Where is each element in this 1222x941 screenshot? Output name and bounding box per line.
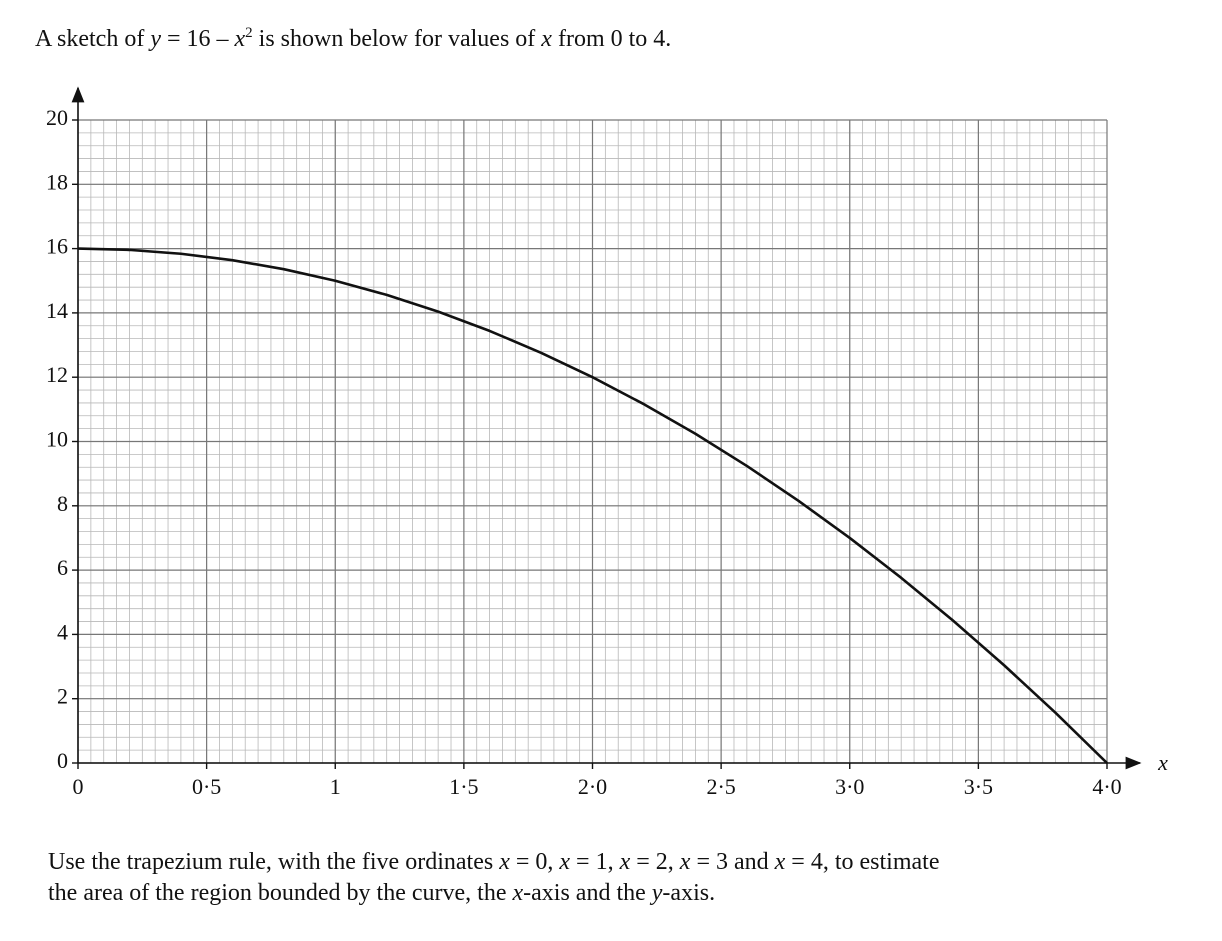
y-tick-label: 16: [46, 234, 68, 259]
x-tick-label: 0: [73, 774, 84, 799]
x-tick-label: 3·5: [964, 774, 993, 799]
curve: [77, 247, 1108, 764]
x-tick-label: 4·0: [1092, 774, 1121, 799]
x-tick-label: 0·5: [192, 774, 221, 799]
math: x: [559, 849, 571, 875]
x-tick-label: 1·5: [449, 774, 478, 799]
math: x: [499, 849, 510, 875]
math: x: [512, 880, 524, 906]
x-tick-label: 1: [330, 774, 341, 799]
text: is shown below for values of: [252, 26, 542, 52]
text: = 3 and: [690, 849, 775, 875]
y-tick-label: 12: [46, 362, 68, 387]
y-tick-label: 8: [57, 491, 68, 516]
x-tick-label: 3·0: [835, 774, 864, 799]
x-axis-label: x: [1157, 750, 1168, 775]
text: = 4, to estimate: [785, 849, 940, 875]
text: -axis.: [662, 880, 716, 906]
text: = 1,: [570, 849, 620, 875]
grid: [77, 119, 1108, 764]
math: y: [150, 26, 161, 52]
question-text: Use the trapezium rule, with the five or…: [48, 847, 939, 909]
exponent: 2: [245, 25, 253, 41]
intro-text: A sketch of y = 16 – x2 is shown below f…: [35, 18, 671, 55]
math: x: [541, 26, 552, 52]
text: from 0 to 4.: [551, 26, 672, 52]
y-tick-label: 20: [46, 105, 68, 130]
math: x: [619, 849, 631, 875]
text: = 16 –: [160, 26, 235, 52]
text: = 2,: [630, 849, 680, 875]
math: x: [774, 849, 786, 875]
y-tick-label: 0: [57, 748, 68, 773]
y-tick-label: 2: [57, 684, 68, 709]
y-tick-label: 10: [46, 427, 68, 452]
y-tick-label: 18: [46, 169, 68, 194]
text: Use the trapezium rule, with the five or…: [48, 849, 500, 875]
y-tick-label: 14: [46, 298, 68, 323]
y-tick-label: 4: [57, 619, 68, 644]
math: y: [651, 880, 663, 906]
plot: [77, 247, 1108, 764]
math: x: [234, 26, 246, 52]
ticks: 0 2 4 6 8 10 12 14 16 18 20 0 0·5 1 1·5 2·0 2·5 3·0 3·5 4·0: [46, 105, 1122, 799]
x-tick-label: 2·0: [578, 774, 607, 799]
y-tick-label: 6: [57, 555, 68, 580]
text: the area of the region bounded by the cu…: [48, 880, 513, 906]
math: x: [679, 849, 691, 875]
text: A sketch of: [35, 26, 151, 52]
text: -axis and the: [523, 880, 652, 906]
text: = 0,: [509, 849, 560, 875]
x-tick-label: 2·5: [706, 774, 735, 799]
